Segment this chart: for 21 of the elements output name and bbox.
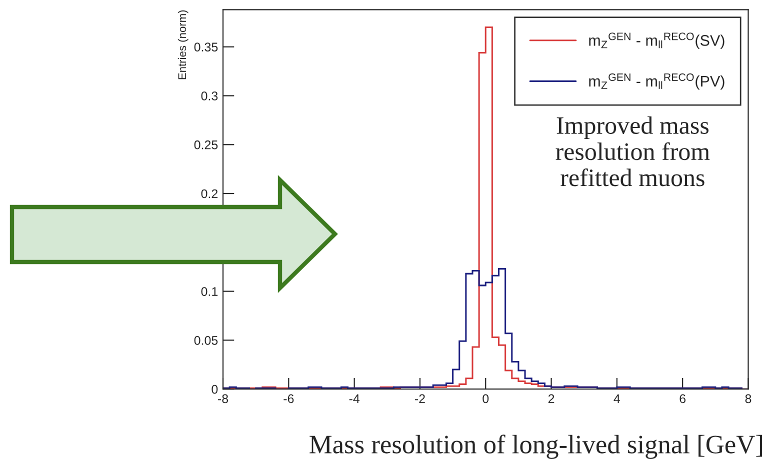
legend-label: m$_{Z}$$^{GEN}$ - m$_{ll}$$^{RECO}$(SV)	[589, 32, 724, 49]
x-tick-label: 2	[548, 394, 554, 404]
x-tick-label: -4	[349, 394, 360, 404]
y-tick-label: 0.25	[194, 140, 218, 150]
y-tick-label: 0.05	[194, 336, 218, 345]
x-tick-label: 0	[482, 394, 489, 404]
x-tick-label: -8	[218, 394, 228, 404]
y-axis-title: Entries (norm)	[178, 10, 188, 80]
x-axis-title: Mass resolution of long-lived signal [GeV]	[310, 434, 762, 459]
x-tick-label: 4	[614, 394, 620, 404]
y-tick-label: 0.35	[194, 42, 218, 52]
x-tick-label: 6	[680, 394, 686, 404]
y-tick-label: 0.1	[201, 287, 218, 296]
y-tick-label: 0.2	[201, 189, 218, 198]
annotation: Improved mass resolution from refitted muons	[556, 116, 710, 186]
x-tick-label: -2	[414, 394, 425, 404]
x-tick-label: -6	[284, 394, 294, 404]
y-tick-label: 0	[212, 384, 218, 394]
y-tick-label: 0.3	[201, 92, 218, 100]
x-tick-label: 8	[745, 394, 752, 404]
legend-label: m$_{Z}$$^{GEN}$ - m$_{ll}$$^{RECO}$(PV)	[589, 73, 724, 90]
